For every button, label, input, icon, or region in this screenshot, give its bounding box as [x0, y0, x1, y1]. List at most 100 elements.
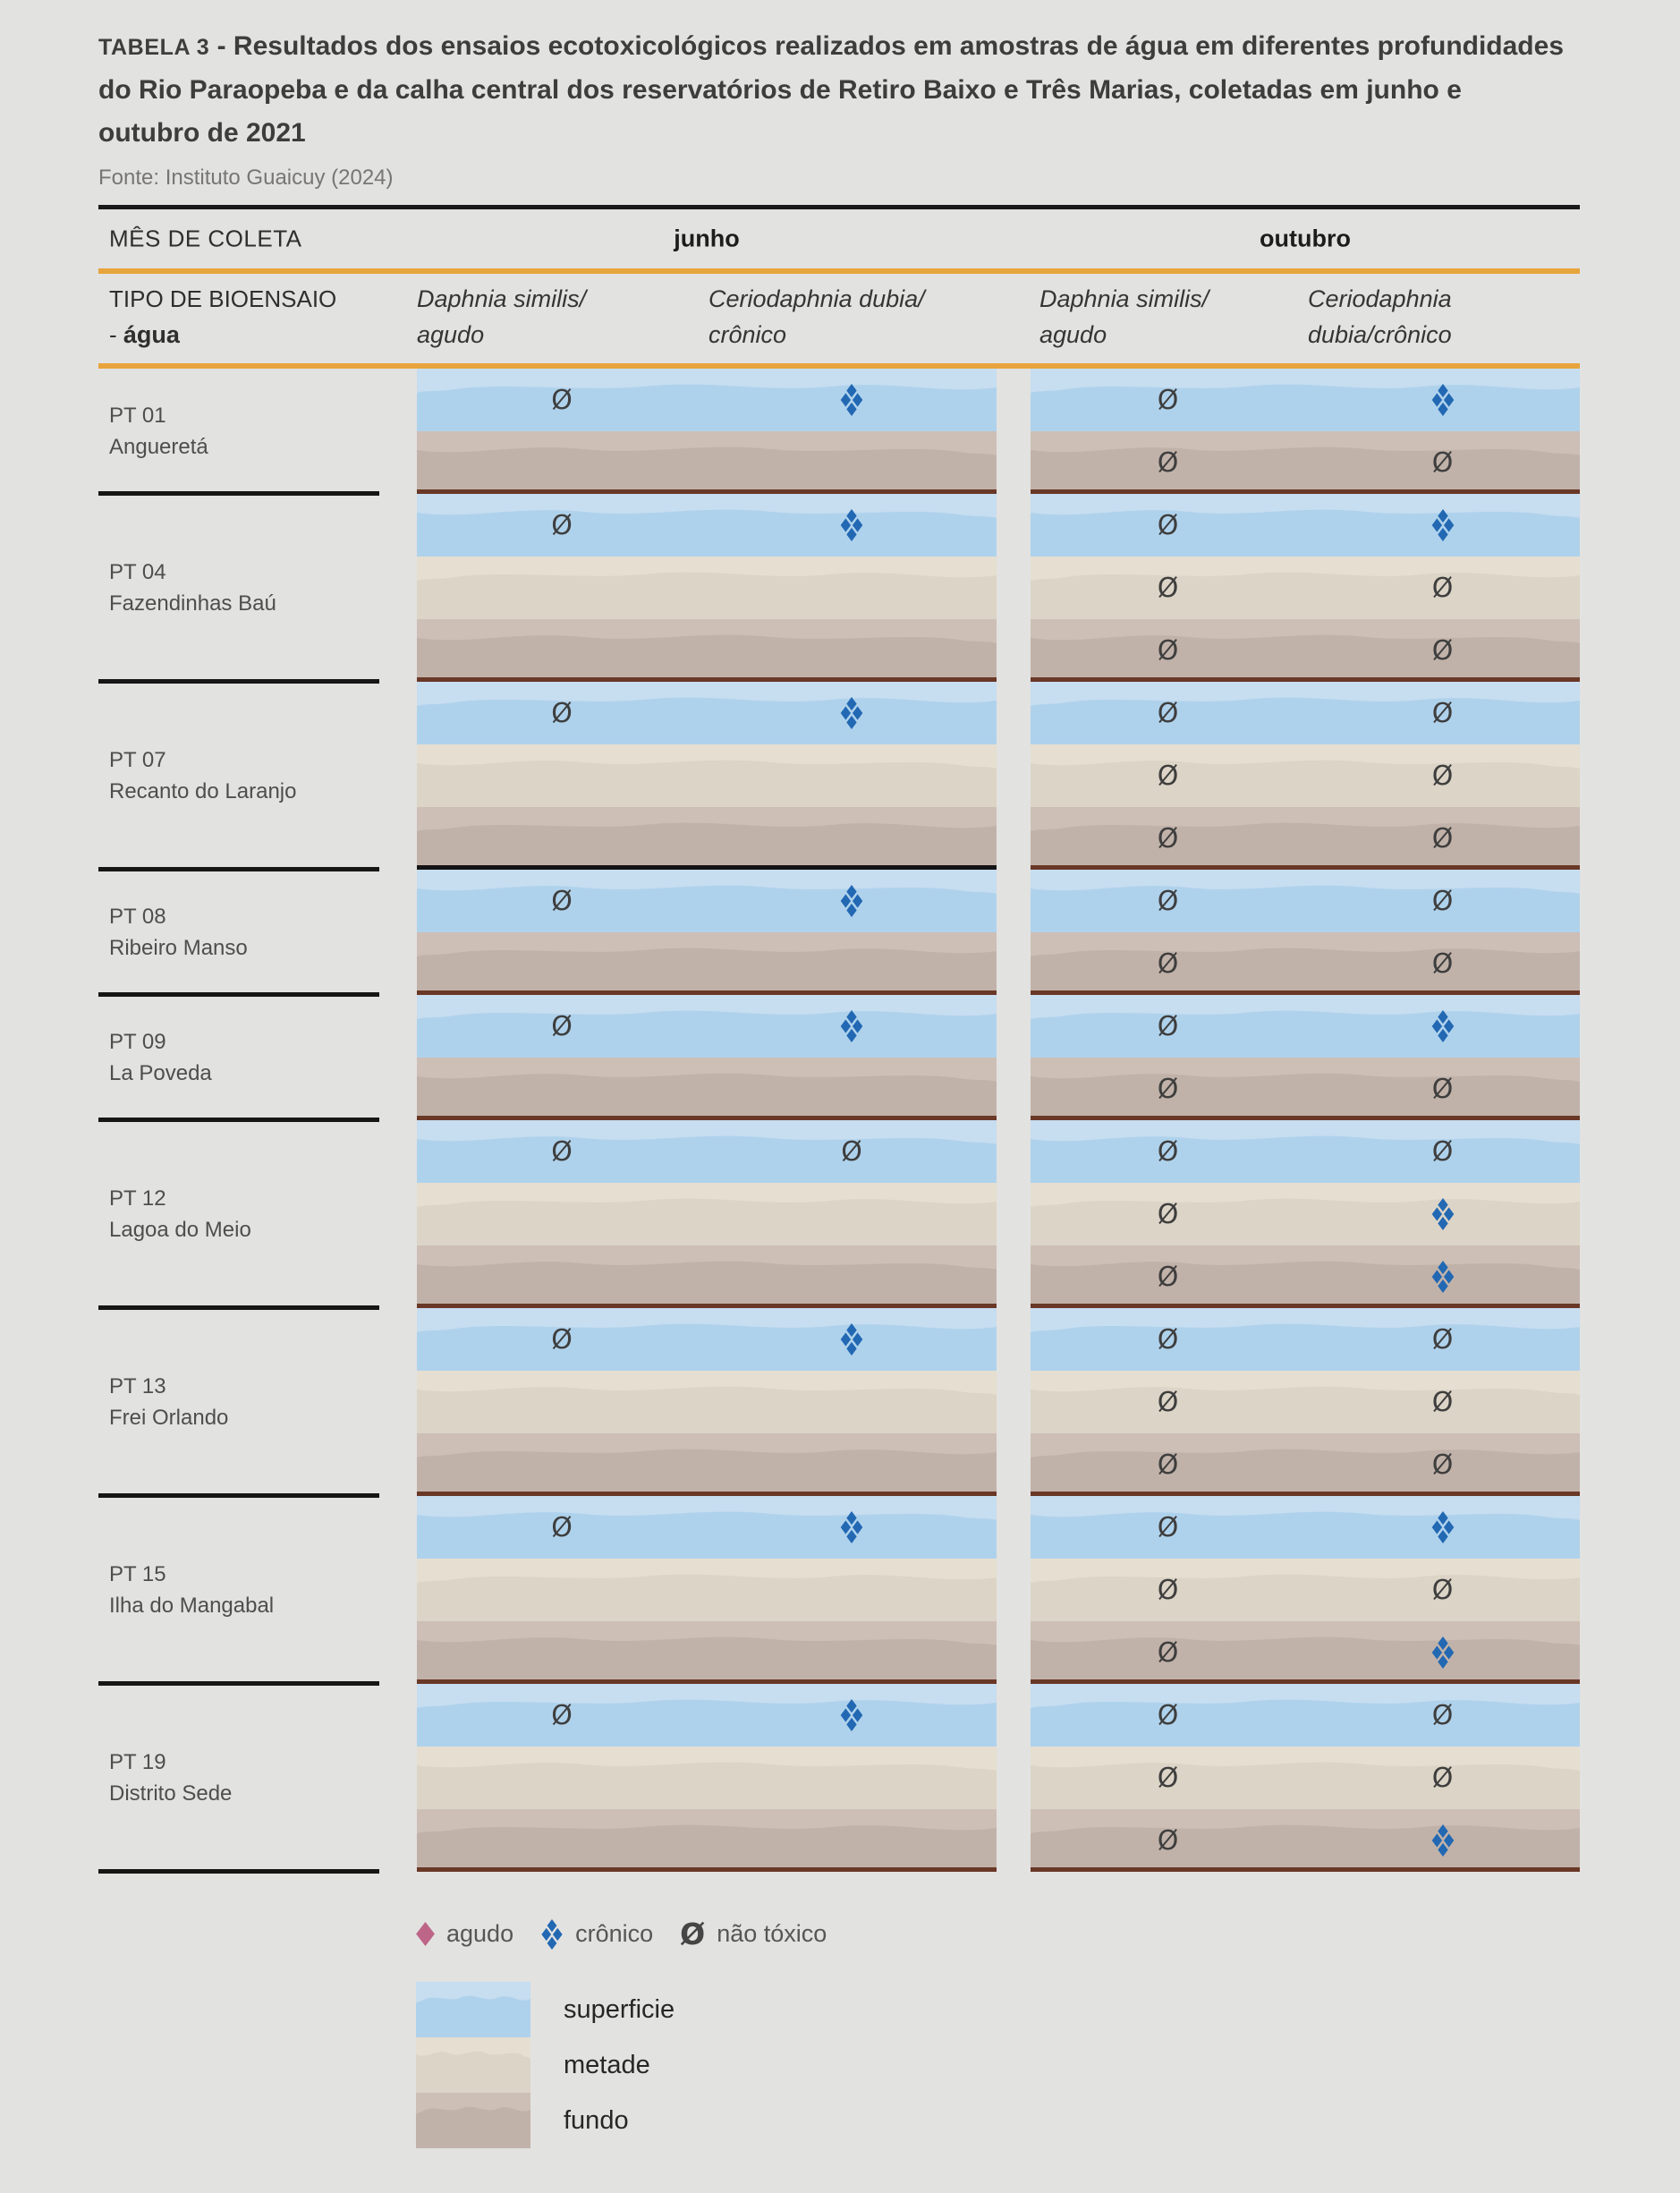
nao-toxico-symbol: Ø	[551, 885, 573, 917]
section-label-rule	[98, 867, 379, 871]
table-section: PT 15 Ilha do Mangabal Ø Ø Ø Ø Ø	[98, 1496, 1580, 1686]
cell-ceriodaphnia	[707, 557, 997, 619]
row-wave-texture	[1031, 1684, 1580, 1708]
cronico-diamonds-icon	[1431, 1198, 1454, 1230]
row-wave-texture	[1031, 870, 1580, 894]
cell-ceriodaphnia	[707, 1433, 997, 1496]
data-row-fundo: Ø	[1031, 1245, 1580, 1308]
cell-ceriodaphnia: Ø	[1305, 1371, 1580, 1433]
cell-daphnia: Ø	[1031, 807, 1305, 870]
data-row-metade	[417, 1747, 997, 1809]
cell-ceriodaphnia	[707, 1058, 997, 1120]
cell-daphnia	[417, 1183, 707, 1245]
nao-toxico-symbol: Ø	[1157, 1261, 1179, 1293]
row-wave-texture	[417, 807, 997, 831]
month-header-row: MÊS DE COLETA junho outubro	[98, 209, 1580, 268]
cell-ceriodaphnia	[707, 1245, 997, 1308]
legend-label-cronico: crônico	[575, 1920, 654, 1947]
cell-daphnia: Ø	[1031, 494, 1305, 557]
row-wave-texture	[1031, 1308, 1580, 1332]
table-section: PT 13 Frei Orlando Ø Ø Ø Ø Ø Ø Ø	[98, 1308, 1580, 1498]
section-point-id: PT 01	[109, 403, 166, 428]
section-point-name: Fazendinhas Baú	[109, 591, 276, 616]
section-label: PT 09 La Poveda	[98, 995, 379, 1120]
data-row-fundo	[417, 431, 997, 494]
section-divider-outubro	[1031, 677, 1580, 682]
section-point-name: Frei Orlando	[109, 1405, 229, 1430]
row-wave-texture	[417, 744, 997, 769]
table-section: PT 19 Distrito Sede Ø Ø Ø Ø Ø Ø	[98, 1684, 1580, 1874]
bioassay-label-prefix: -	[109, 321, 123, 348]
cell-daphnia: Ø	[417, 1684, 707, 1747]
row-wave-texture	[1031, 1559, 1580, 1583]
cronico-diamonds-icon	[840, 697, 863, 729]
cell-daphnia	[417, 932, 707, 995]
cell-ceriodaphnia	[707, 682, 997, 744]
depth-swatch-superficie	[416, 1982, 530, 2037]
month-block-junho: Ø	[417, 995, 997, 1120]
section-point-id: PT 13	[109, 1373, 166, 1398]
nao-toxico-symbol: Ø	[551, 1699, 573, 1731]
depth-swatch-fundo	[416, 2093, 530, 2148]
cell-ceriodaphnia	[1305, 369, 1580, 431]
column-header-line2: agudo	[1039, 321, 1107, 348]
row-wave-texture	[1031, 744, 1580, 769]
cell-daphnia: Ø	[1031, 1058, 1305, 1120]
cell-daphnia	[417, 619, 707, 682]
nao-toxico-symbol: Ø	[1157, 948, 1179, 980]
section-point-name: Ribeiro Manso	[109, 935, 248, 960]
table-section: PT 07 Recanto do Laranjo Ø Ø Ø Ø Ø Ø Ø	[98, 682, 1580, 871]
row-wave-texture	[1031, 1433, 1580, 1458]
cell-daphnia: Ø	[1031, 1120, 1305, 1183]
cell-ceriodaphnia: Ø	[1305, 932, 1580, 995]
nao-toxico-symbol: Ø	[1431, 634, 1454, 667]
section-point-name: Lagoa do Meio	[109, 1217, 251, 1242]
row-wave-texture	[1031, 1058, 1580, 1082]
cell-ceriodaphnia	[707, 807, 997, 870]
cell-daphnia: Ø	[1031, 431, 1305, 494]
cronico-diamonds-icon	[1431, 384, 1454, 416]
column-header-line1: Ceriodaphnia dubia/	[708, 285, 925, 312]
data-row-fundo	[417, 619, 997, 682]
collect-month-label: MÊS DE COLETA	[109, 225, 302, 252]
data-row-fundo	[417, 932, 997, 995]
cell-daphnia: Ø	[1031, 1809, 1305, 1872]
section-label: PT 07 Recanto do Laranjo	[98, 682, 379, 870]
agudo-diamond-icon	[416, 1922, 435, 1946]
table-section: PT 09 La Poveda Ø Ø Ø Ø	[98, 995, 1580, 1122]
data-row-fundo	[417, 807, 997, 870]
depth-legend-row: fundo	[416, 2093, 1580, 2148]
data-row-fundo: Ø	[1031, 1809, 1580, 1872]
month-outubro: outubro	[1260, 225, 1351, 252]
nao-toxico-symbol: Ø	[1157, 1135, 1179, 1168]
cell-daphnia: Ø	[1031, 369, 1305, 431]
cell-ceriodaphnia	[1305, 494, 1580, 557]
nao-toxico-symbol: Ø	[1431, 948, 1454, 980]
data-row-metade	[417, 1183, 997, 1245]
cronico-diamonds-icon	[840, 1323, 863, 1356]
column-header-line2: crônico	[708, 321, 787, 348]
month-block-junho: Ø	[417, 1496, 997, 1684]
nao-toxico-symbol: Ø	[1157, 822, 1179, 854]
row-wave-texture	[1031, 619, 1580, 643]
depth-label-metade: metade	[564, 2050, 650, 2079]
source-line: Fonte: Instituto Guaicuy (2024)	[98, 166, 394, 190]
nao-toxico-symbol: Ø	[551, 384, 573, 416]
nao-toxico-symbol: Ø	[1157, 634, 1179, 667]
section-divider-outubro	[1031, 1304, 1580, 1308]
data-row-superficie: Ø	[1031, 369, 1580, 431]
cell-daphnia: Ø	[417, 1120, 707, 1183]
row-wave-texture	[1031, 1747, 1580, 1771]
cronico-diamonds-icon	[541, 1918, 563, 1950]
nao-toxico-symbol: Ø	[1157, 572, 1179, 604]
table-section: PT 04 Fazendinhas Baú Ø Ø Ø Ø Ø Ø	[98, 494, 1580, 684]
section-divider-outubro	[1031, 489, 1580, 494]
